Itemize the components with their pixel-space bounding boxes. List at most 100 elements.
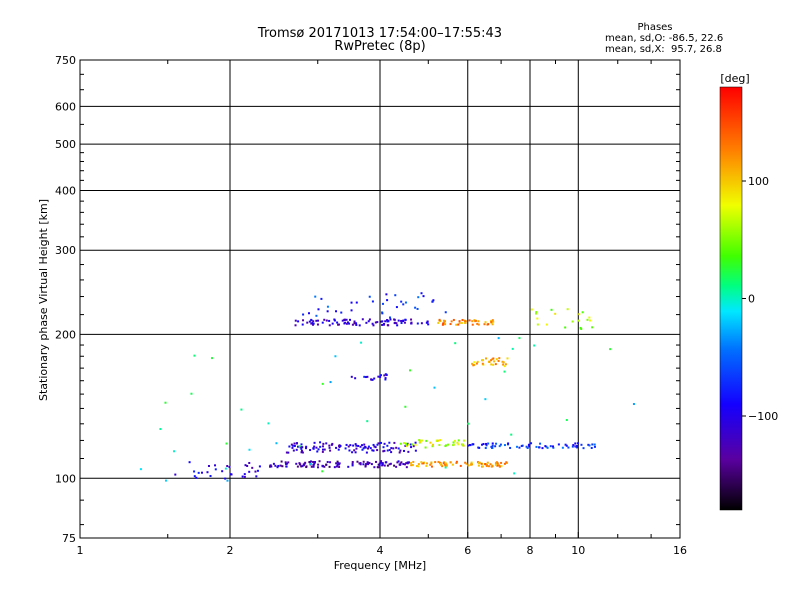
echo-point (370, 378, 373, 381)
echo-point (515, 445, 518, 448)
echo-point (416, 322, 419, 325)
echo-point (476, 322, 479, 325)
echo-point (495, 358, 498, 361)
x-tick-label: 16 (673, 544, 687, 557)
echo-point (449, 461, 452, 464)
echo-point (301, 451, 304, 454)
echo-point (497, 359, 500, 362)
echo-point (226, 464, 229, 467)
echo-point (400, 461, 403, 464)
echo-point (493, 360, 496, 363)
echo-point (274, 464, 277, 467)
echo-point (470, 461, 473, 464)
echo-point (377, 466, 380, 469)
echo-point (461, 443, 464, 446)
echo-point (407, 443, 410, 446)
echo-point (421, 462, 424, 465)
echo-point (544, 445, 547, 448)
echo-point (409, 461, 412, 464)
echo-point (244, 464, 247, 467)
echo-point (439, 462, 442, 465)
echo-point (475, 319, 478, 322)
echo-point (416, 307, 419, 310)
echo-point (410, 318, 413, 321)
echo-point (224, 477, 227, 480)
echo-point (513, 472, 516, 475)
echo-point (494, 463, 497, 466)
echo-point (304, 461, 307, 464)
echo-point (281, 465, 284, 468)
echo-point (306, 321, 309, 324)
echo-point (443, 463, 446, 466)
echo-point (322, 442, 325, 445)
echo-point (359, 462, 362, 465)
echo-point (431, 300, 434, 303)
echo-point (593, 443, 596, 446)
echo-point (364, 464, 367, 467)
echo-point (276, 466, 279, 469)
echo-point (393, 464, 396, 467)
echo-point (193, 354, 196, 357)
echo-point (400, 319, 403, 322)
echo-point (498, 445, 501, 448)
echo-point (363, 443, 366, 446)
echo-point (354, 443, 357, 446)
echo-point (312, 447, 315, 450)
echo-point (425, 464, 428, 467)
echo-point (361, 448, 364, 451)
echo-point (462, 439, 465, 442)
echo-point (400, 300, 403, 303)
echo-point (404, 405, 407, 408)
echo-point (256, 469, 259, 472)
echo-point (338, 445, 341, 448)
echo-point (164, 479, 167, 482)
echo-point (538, 446, 541, 449)
echo-point (420, 292, 423, 295)
echo-point (403, 449, 406, 452)
echo-point (492, 363, 495, 366)
echo-point (464, 461, 467, 464)
echo-point (337, 463, 340, 466)
echo-point (579, 326, 582, 329)
echo-point (452, 318, 455, 321)
echo-point (383, 442, 386, 445)
echo-point (367, 462, 370, 465)
echo-point (539, 442, 542, 445)
echo-point (349, 444, 352, 447)
echo-point (312, 460, 315, 463)
echo-point (224, 467, 227, 470)
echo-point (420, 461, 423, 464)
echo-point (354, 451, 357, 454)
echo-point (472, 364, 475, 367)
echo-point (485, 464, 488, 467)
echo-point (469, 463, 472, 466)
echo-point (293, 444, 296, 447)
echo-point (487, 442, 490, 445)
echo-point (385, 461, 388, 464)
x-tick-label: 6 (464, 544, 471, 557)
echo-point (409, 443, 412, 446)
echo-point (390, 447, 393, 450)
echo-point (484, 463, 487, 466)
echo-point (494, 445, 497, 448)
echo-point (442, 322, 445, 325)
echo-point (195, 476, 198, 479)
y-tick-label: 600 (55, 100, 76, 113)
echo-point (313, 441, 316, 444)
echo-point (310, 322, 313, 325)
echo-point (338, 462, 341, 465)
echo-point (355, 301, 358, 304)
echo-point (525, 445, 528, 448)
echo-point (371, 322, 374, 325)
echo-point (394, 321, 397, 324)
echo-point (485, 444, 488, 447)
echo-point (376, 449, 379, 452)
echo-point (367, 445, 370, 448)
echo-point (355, 444, 358, 447)
echo-point (310, 465, 313, 468)
echo-point (293, 442, 296, 445)
echo-point (335, 310, 338, 313)
echo-point (174, 473, 177, 476)
x-tick-label: 2 (227, 544, 234, 557)
echo-point (329, 449, 332, 452)
